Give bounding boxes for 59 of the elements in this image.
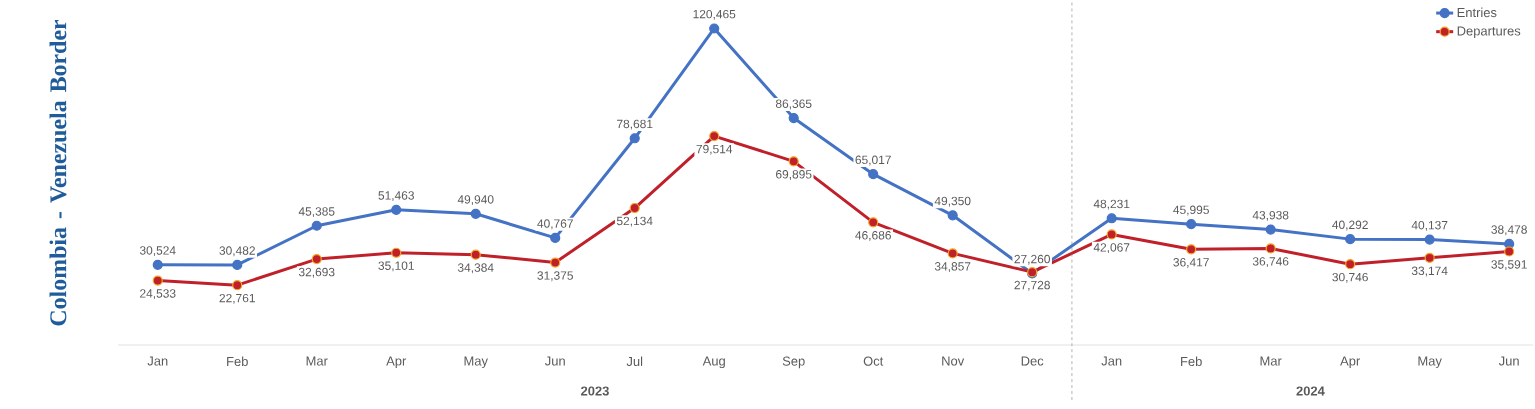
x-tick-label: May — [1418, 356, 1442, 369]
data-label: 46,686 — [855, 231, 891, 241]
data-label: 86,365 — [775, 99, 812, 110]
data-label: 22,761 — [219, 293, 255, 304]
data-label: 48,231 — [1093, 199, 1130, 210]
x-tick-label: Jan — [1101, 356, 1122, 366]
data-label: 40,767 — [537, 219, 573, 230]
text: 2023 — [581, 386, 609, 396]
data-label: 30,524 — [139, 246, 176, 257]
legend-label: Entries — [1457, 7, 1497, 18]
data-label: 49,350 — [934, 196, 971, 207]
x-tick-label: Jun — [1498, 356, 1519, 366]
data-label: 36,417 — [1173, 258, 1209, 268]
x-tick-label: Jun — [544, 356, 565, 366]
data-label: 38,478 — [1491, 225, 1527, 236]
x-tick-label: Aug — [702, 356, 725, 369]
x-tick-label: May — [464, 356, 488, 369]
data-label: 79,514 — [696, 144, 733, 155]
text: 2024 — [1296, 386, 1325, 396]
data-label: 120,465 — [693, 9, 736, 20]
data-label: 35,101 — [378, 261, 414, 272]
x-tick-label: Apr — [1340, 356, 1361, 369]
data-label: 34,857 — [934, 262, 971, 272]
data-label: 78,681 — [617, 119, 653, 130]
x-tick-label: Mar — [306, 356, 328, 366]
x-tick-label: Feb — [227, 356, 248, 367]
y-axis-title: Colombia - Venezuela Border — [49, 19, 67, 326]
data-label: 27,260 — [1014, 254, 1050, 265]
data-label: 35,591 — [1491, 260, 1527, 271]
data-label: 24,533 — [140, 289, 176, 300]
data-label: 49,940 — [457, 195, 494, 206]
data-label: 34,384 — [457, 263, 494, 274]
x-tick-label: Feb — [1181, 356, 1202, 367]
data-label: 42,067 — [1093, 243, 1130, 254]
x-tick-label: Dec — [1021, 356, 1044, 366]
data-label: 33,174 — [1411, 266, 1448, 277]
data-label: 40,292 — [1332, 220, 1368, 231]
data-label: 43,938 — [1252, 210, 1289, 221]
data-label: 30,746 — [1332, 272, 1368, 283]
data-label: 32,693 — [298, 267, 335, 278]
legend-label: Departures — [1457, 26, 1521, 39]
data-label: 52,134 — [616, 216, 653, 227]
x-tick-label: Sep — [782, 356, 805, 369]
data-label: 40,137 — [1411, 220, 1448, 231]
data-label: 27,728 — [1014, 280, 1050, 291]
data-label: 69,895 — [776, 170, 812, 180]
x-tick-label: Apr — [386, 356, 407, 369]
data-label: 36,746 — [1252, 257, 1289, 268]
x-tick-label: Nov — [942, 356, 965, 366]
x-tick-label: Mar — [1260, 356, 1282, 366]
data-label: 45,385 — [298, 207, 335, 218]
x-tick-label: Oct — [863, 356, 884, 366]
data-label: 30,482 — [219, 246, 255, 257]
data-label: 51,463 — [378, 191, 414, 202]
data-label: 65,017 — [855, 155, 891, 166]
data-label: 45,995 — [1173, 205, 1209, 216]
data-label: 31,375 — [537, 271, 573, 282]
x-tick-label: Jul — [626, 356, 643, 367]
x-tick-label: Jan — [147, 356, 168, 366]
